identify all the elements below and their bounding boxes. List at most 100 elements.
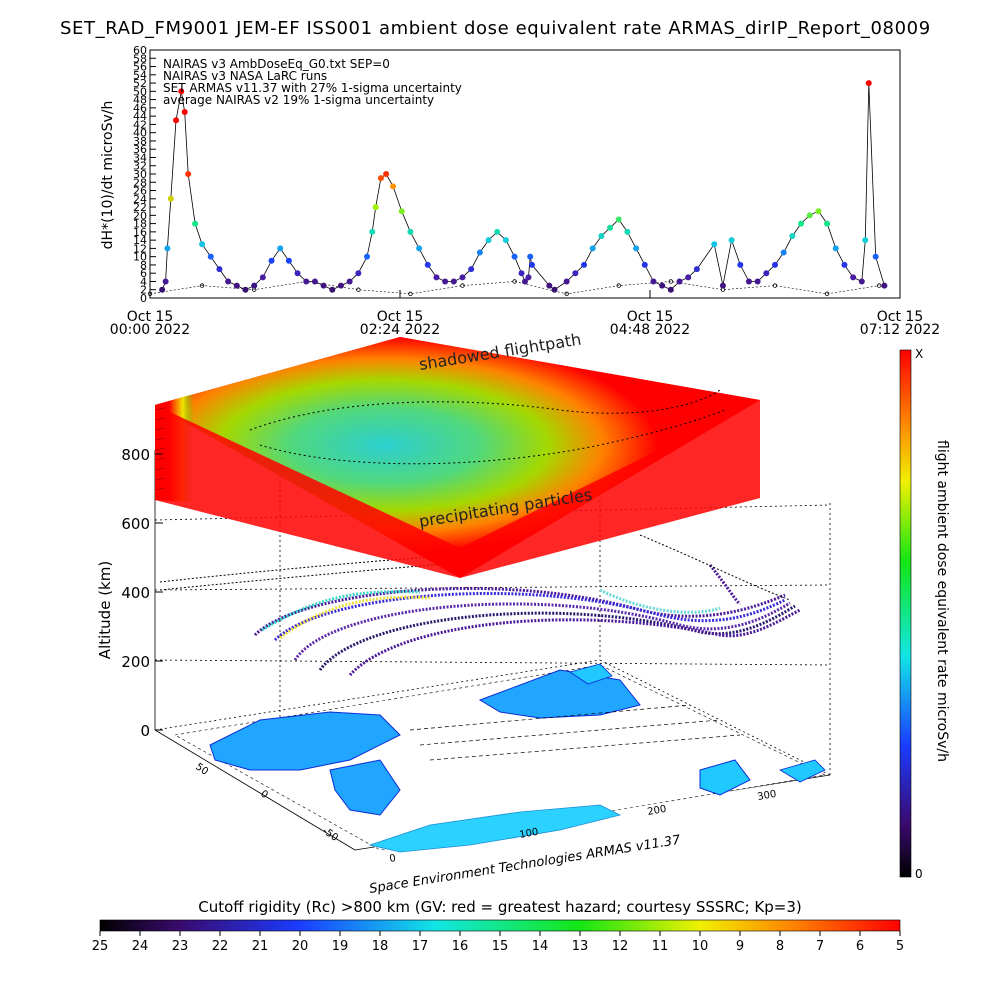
legend-entry: NAIRAS v3 AmbDoseEq_G0.txt SEP=0 (163, 57, 390, 71)
armas-point (563, 278, 570, 285)
armas-point (233, 282, 240, 289)
nairas-point (876, 283, 882, 288)
y-tick-label: 14 (133, 234, 147, 247)
armas-point (494, 228, 501, 235)
plane-track-overlay (249, 389, 726, 465)
y-tick-label: 60 (133, 44, 147, 57)
longitude-tick-label: 100 (519, 827, 540, 841)
altitude-3d-plot: shadowed flightpath precipitating partic… (96, 330, 831, 897)
armas-point (659, 282, 666, 289)
rigidity-tick-label: 7 (816, 939, 824, 954)
armas-point (522, 278, 528, 285)
y-tick-label: 8 (140, 259, 147, 272)
armas-point (185, 171, 192, 177)
y-tick-label: 54 (133, 69, 147, 82)
armas-point (173, 117, 180, 124)
y-tick-label: 36 (133, 143, 147, 156)
armas-point (737, 261, 744, 268)
rigidity-tick-label: 21 (252, 939, 269, 954)
rigidity-tick-label: 6 (856, 939, 864, 954)
armas-point (485, 237, 492, 244)
armas-point (745, 278, 752, 285)
armas-point (676, 278, 683, 285)
armas-point (355, 270, 362, 277)
armas-point (390, 183, 397, 190)
armas-point (372, 204, 379, 211)
altitude-tick-label: 0 (140, 722, 150, 740)
x-tick-label-time: 00:00 2022 (110, 322, 190, 338)
armas-point (181, 109, 188, 115)
y-tick-label: 28 (133, 176, 147, 189)
armas-point (476, 249, 483, 256)
armas-point (581, 261, 588, 268)
armas-point (364, 253, 371, 260)
armas-point (598, 233, 605, 239)
armas-point (207, 253, 214, 260)
rigidity-tick-label: 18 (372, 939, 389, 954)
plane-edge-ticks (154, 407, 166, 491)
y-tick-label: 6 (140, 267, 147, 280)
rigidity-tick-label: 22 (212, 939, 229, 954)
armas-point (798, 220, 805, 227)
rigidity-ticks: 25 24 23 22 21 20 19 18 17 16 15 14 13 12 11 10 9 8 7 6 5 (92, 931, 904, 954)
rigidity-tick-label: 19 (332, 939, 349, 954)
armas-point (872, 253, 879, 260)
armas-point (850, 274, 857, 281)
armas-point (589, 245, 596, 252)
armas-point (459, 274, 466, 281)
continent-antarctica (368, 804, 622, 853)
y-tick-label: 44 (133, 110, 147, 123)
armas-point (502, 237, 509, 244)
y-tick-label: 58 (133, 52, 147, 65)
armas-point (527, 253, 534, 260)
latitude-tick-label: 50 (193, 761, 210, 777)
armas-point (728, 237, 735, 244)
y-tick-label: 22 (133, 201, 147, 214)
continent-africa (329, 759, 401, 816)
armas-point (607, 224, 614, 231)
armas-point (216, 266, 223, 273)
flight-tracks (253, 564, 801, 677)
continent-australia (699, 759, 751, 796)
rigidity-colorbar: Cutoff rigidity (Rc) >800 km (GV: red = … (92, 898, 904, 954)
armas-point (450, 278, 457, 285)
armas-point (192, 220, 199, 227)
armas-point (711, 241, 718, 248)
armas-point (815, 208, 822, 215)
armas-point (881, 282, 888, 289)
armas-point (763, 270, 770, 277)
x-tick-label-time: 07:12 2022 (860, 322, 940, 338)
y-tick-label: 48 (133, 94, 147, 107)
rigidity-tick-label: 5 (896, 939, 904, 954)
y-tick-label: 50 (133, 85, 147, 98)
armas-point (754, 278, 761, 285)
dose-colorbar-label: flight ambient dose equivalent rate micr… (934, 440, 950, 762)
y-axis-label: dH*(10)/dt microSv/h (100, 101, 116, 250)
armas-point (259, 274, 266, 281)
armas-point (377, 175, 384, 182)
armas-point (551, 286, 558, 293)
y-tick-label: 4 (140, 275, 147, 288)
y-tick-label: 26 (133, 185, 147, 198)
rigidity-tick-label: 17 (412, 939, 429, 954)
armas-point (225, 278, 232, 285)
armas-point (528, 261, 535, 268)
armas-point (624, 228, 631, 235)
y-tick-label: 20 (133, 209, 147, 222)
dose-rate-plot: 0246810121416182022242628303234363840424… (110, 44, 940, 338)
latitude-tick-label: -50 (320, 825, 340, 843)
dose-plane (154, 337, 760, 578)
armas-point (398, 208, 405, 215)
latitude-tick-label: 0 (258, 788, 270, 801)
armas-point (416, 245, 423, 252)
altitude-axis-label: Altitude (km) (96, 561, 114, 659)
armas-series (159, 80, 888, 293)
armas-point (164, 245, 171, 252)
armas-point (329, 286, 336, 293)
x-tick-label-date: Oct 15 (377, 309, 423, 325)
armas-point (862, 237, 869, 244)
armas-point (162, 278, 169, 285)
x-tick-label-date: Oct 15 (627, 309, 673, 325)
armas-point (693, 266, 700, 273)
altitude-tick-label: 800 (121, 446, 150, 464)
